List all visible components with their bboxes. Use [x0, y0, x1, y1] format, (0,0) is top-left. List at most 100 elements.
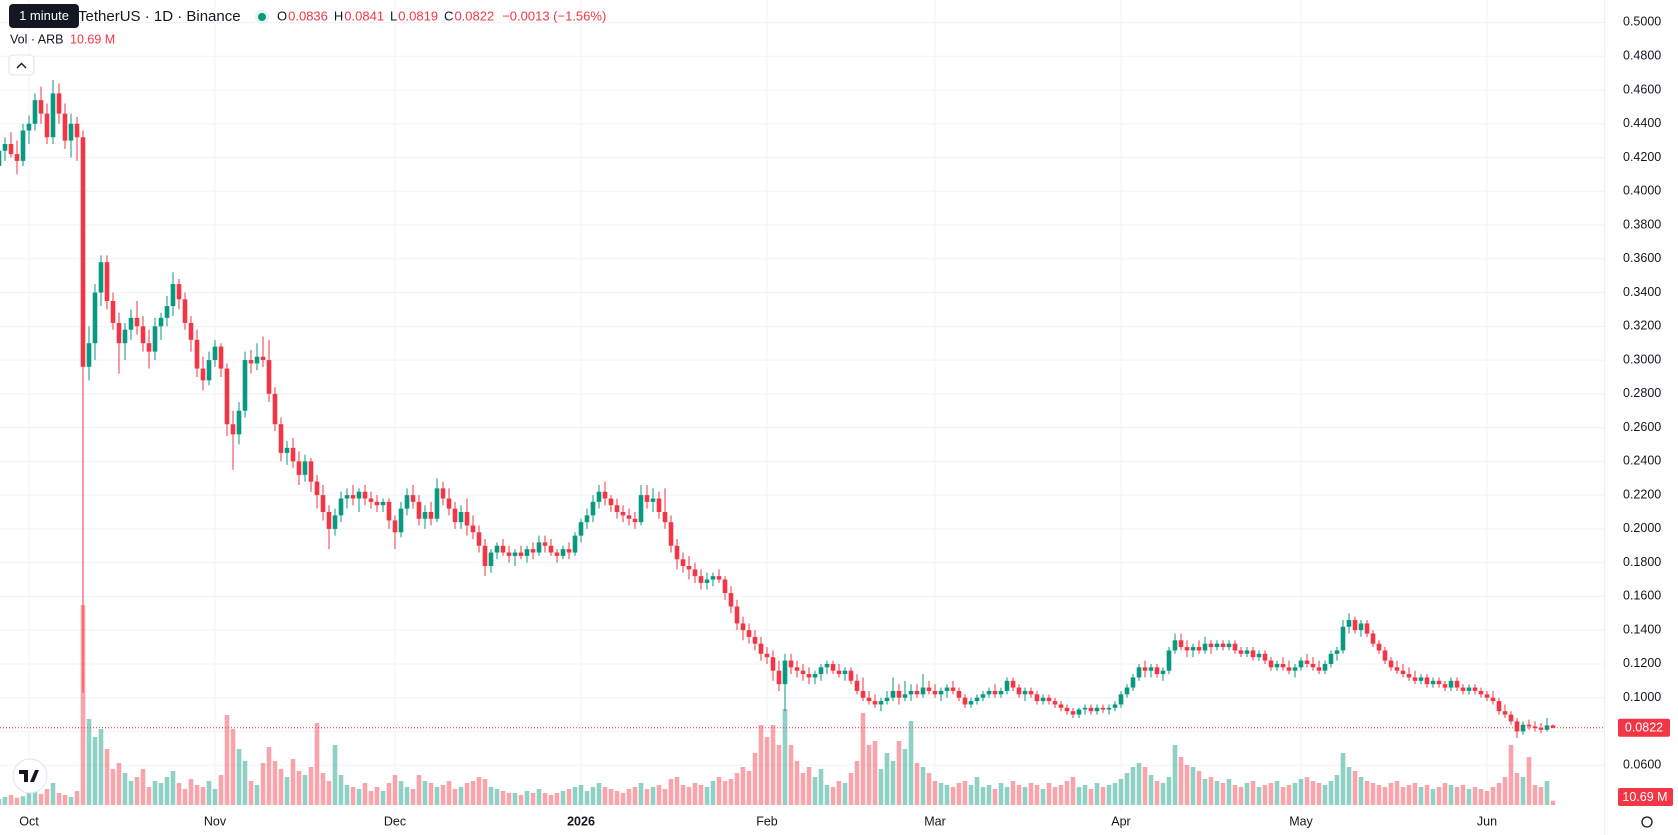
volume-bar [116, 763, 122, 805]
candle-body [38, 100, 44, 114]
x-tick-label: Oct [19, 814, 39, 828]
volume-bar [896, 741, 902, 805]
volume-bar [1412, 783, 1418, 805]
candle-body [1520, 724, 1526, 732]
candle-body [368, 498, 374, 502]
candle-body [950, 687, 956, 691]
volume-bar [1268, 783, 1274, 805]
volume-bar [110, 769, 116, 805]
volume-bar [1106, 785, 1112, 805]
volume-bar [92, 737, 98, 805]
volume-bar [2, 797, 8, 805]
candle-body [1118, 694, 1124, 705]
status-dot [258, 13, 266, 21]
candle-body [134, 317, 140, 327]
candle-body [494, 545, 500, 553]
candle-body [356, 491, 362, 499]
candle-body [656, 498, 662, 513]
volume-bar [836, 781, 842, 805]
candle-body [0, 150, 2, 166]
candle-body [482, 545, 488, 567]
candle-body [362, 491, 368, 499]
volume-bar [1034, 785, 1040, 805]
candle-body [1484, 694, 1490, 698]
candle-body [1376, 643, 1382, 651]
collapse-button[interactable] [8, 54, 35, 76]
candle-body [188, 322, 194, 340]
candle-body [1046, 697, 1052, 702]
volume-bar [518, 795, 524, 805]
volume-bar [458, 787, 464, 805]
candle-body [1082, 707, 1088, 710]
volume-bar [770, 725, 776, 805]
volume-bar [812, 777, 818, 805]
candle-body [1052, 701, 1058, 705]
candle-body [422, 512, 428, 519]
volume-bar [800, 773, 806, 805]
volume-bar [728, 779, 734, 805]
candle-body [512, 552, 518, 556]
volume-bar [350, 787, 356, 805]
volume-bar [206, 781, 212, 805]
candle-body [266, 360, 272, 394]
candle-body [536, 542, 542, 553]
volume-bar [1334, 775, 1340, 805]
candle-body [602, 491, 608, 499]
candle-body [56, 93, 62, 114]
candle-body [1280, 663, 1286, 668]
candle-body [572, 535, 578, 553]
candle-body [14, 154, 20, 161]
candle-body [1094, 707, 1100, 712]
volume-bar [1298, 779, 1304, 805]
candle-body [674, 545, 680, 560]
settings-icon[interactable] [1641, 816, 1653, 828]
volume-bar [806, 767, 812, 805]
volume-bar [1430, 789, 1436, 805]
candle-body [644, 495, 650, 502]
volume-bar [494, 789, 500, 805]
volume-bar [290, 759, 296, 805]
volume-bar [464, 783, 470, 805]
volume-bar [302, 775, 308, 805]
candle-body [146, 343, 152, 352]
volume-bar [1514, 773, 1520, 805]
candle-body [890, 690, 896, 698]
volume-bar [1394, 781, 1400, 805]
volume-bar [698, 785, 704, 805]
candle-body [410, 495, 416, 502]
volume-bar [1016, 785, 1022, 805]
volume-bar [44, 789, 50, 805]
volume-bar [1274, 781, 1280, 805]
candle-body [626, 515, 632, 519]
candle-body [1004, 680, 1010, 691]
volume-bar [1406, 785, 1412, 805]
candle-body [1202, 643, 1208, 651]
candle-body [860, 690, 866, 698]
volume-bar [530, 793, 536, 805]
candle-body [1256, 653, 1262, 658]
candle-body [506, 552, 512, 556]
candle-body [998, 690, 1004, 695]
volume-bar [248, 781, 254, 805]
volume-bar [1196, 771, 1202, 805]
volume-bar [254, 785, 260, 805]
logo-circle[interactable] [12, 758, 48, 794]
candle-body [638, 495, 644, 523]
candle-body [320, 495, 326, 513]
candle-body [1328, 653, 1334, 664]
candle-body [254, 356, 260, 364]
candle-body [1424, 677, 1430, 685]
volume-bar [152, 781, 158, 805]
candle-body [1274, 663, 1280, 668]
candle-body [668, 522, 674, 546]
candle-body [896, 690, 902, 698]
volume-bar [1220, 783, 1226, 805]
candle-body [794, 667, 800, 671]
volume-bar [368, 791, 374, 805]
volume-bar [1250, 781, 1256, 805]
candle-body [1430, 680, 1436, 685]
y-tick-label: 0.3800 [1623, 217, 1661, 231]
volume-bar [1088, 789, 1094, 805]
volume-bar [140, 769, 146, 805]
candle-body [740, 623, 746, 631]
